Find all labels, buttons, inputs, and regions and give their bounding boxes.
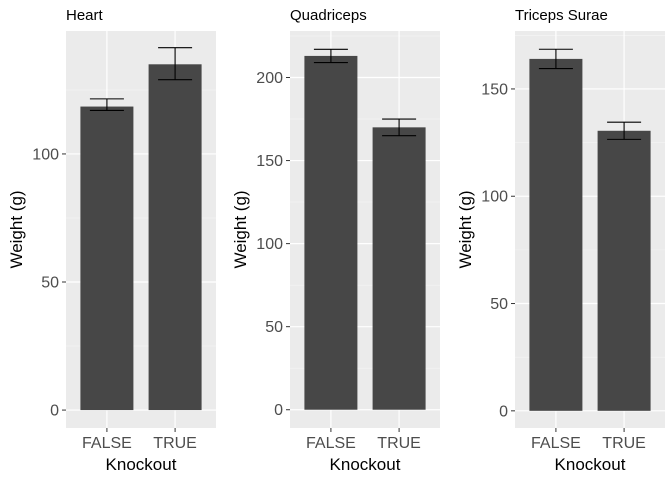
y-tick-label: 0 [50,403,59,420]
bar-true [597,130,651,411]
y-tick-label: 150 [256,153,283,170]
panel-title: Quadriceps [290,7,367,24]
y-tick-label: 0 [499,403,508,420]
y-axis-title: Weight (g) [231,190,250,268]
panel-title: Triceps Surae [515,7,608,24]
y-tick-label: 50 [265,319,283,336]
y-tick-label: 50 [490,296,508,313]
y-tick-label: 100 [481,189,508,206]
x-tick-label: FALSE [306,435,356,452]
x-tick-label: FALSE [82,435,132,452]
y-axis-title: Weight (g) [456,190,475,268]
bar-false [80,106,134,411]
x-axis-title: Knockout [106,455,177,474]
x-tick-label: FALSE [531,435,581,452]
y-tick-label: 100 [32,146,59,163]
y-tick-label: 150 [481,81,508,98]
bar-true [148,64,202,411]
panel-title: Heart [66,7,104,24]
x-tick-label: TRUE [153,435,197,452]
bar-false [529,58,583,411]
y-tick-label: 200 [256,70,283,87]
x-tick-label: TRUE [377,435,421,452]
y-tick-label: 100 [256,236,283,253]
bar-false [304,55,358,410]
x-tick-label: TRUE [602,435,646,452]
y-axis-title: Weight (g) [7,190,26,268]
x-axis-title: Knockout [330,455,401,474]
x-axis-title: Knockout [555,455,626,474]
bar-true [372,127,426,410]
y-tick-label: 50 [41,275,59,292]
y-tick-label: 0 [274,402,283,419]
